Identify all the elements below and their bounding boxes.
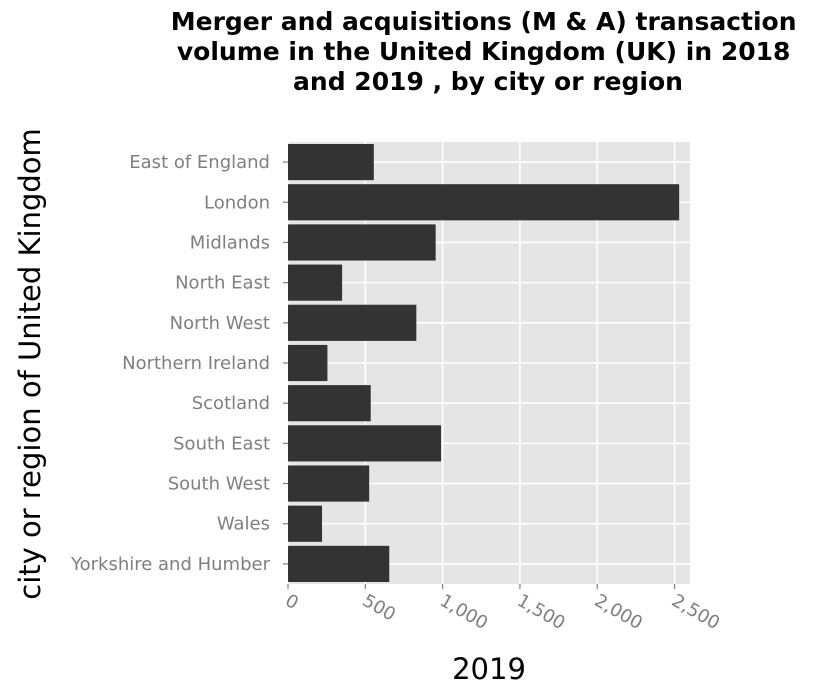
x-tick-label: 0 [282, 590, 302, 614]
bar [288, 465, 370, 502]
x-axis-title: 2019 [452, 652, 526, 686]
chart-title-line-3: and 2019 , by city or region [293, 67, 683, 96]
y-tick-label: North West [170, 313, 270, 334]
x-axis: 0 500 1,000 1,500 2,000 2,500 [282, 584, 723, 634]
y-tick-label: Midlands [190, 232, 270, 253]
bar [288, 545, 390, 582]
y-axis: East of England London Midlands North East N… [70, 152, 288, 575]
chart-title-line-2: volume in the United Kingdom (UK) in 201… [177, 37, 791, 66]
y-tick-label: South West [168, 474, 270, 495]
chart-title-line-1: Merger and acquisitions (M & A) transact… [171, 7, 797, 36]
y-tick-label: South East [173, 433, 270, 454]
y-tick-label: Wales [217, 514, 270, 535]
bar [288, 224, 436, 261]
y-tick-label: Yorkshire and Humber [70, 554, 271, 575]
y-tick-label: London [204, 192, 270, 213]
bar [288, 264, 343, 301]
bars [288, 144, 680, 582]
bar [288, 385, 371, 422]
x-tick-label: 500 [359, 590, 399, 625]
x-tick-label: 2,000 [591, 590, 646, 634]
bar [288, 144, 374, 181]
bar [288, 425, 442, 462]
y-tick-label: Northern Ireland [122, 353, 270, 374]
bar [288, 184, 680, 221]
y-tick-label: North East [175, 273, 270, 294]
y-tick-label: Scotland [192, 393, 270, 414]
chart-title: Merger and acquisitions (M & A) transact… [171, 7, 806, 96]
bar [288, 304, 417, 341]
x-tick-label: 2,500 [668, 590, 723, 634]
x-tick-label: 1,500 [513, 590, 568, 634]
bar [288, 505, 323, 542]
y-tick-label: East of England [129, 152, 270, 173]
y-axis-title: city or region of United Kingdom [13, 128, 47, 600]
bar [288, 344, 328, 382]
x-tick-label: 1,000 [436, 590, 491, 634]
